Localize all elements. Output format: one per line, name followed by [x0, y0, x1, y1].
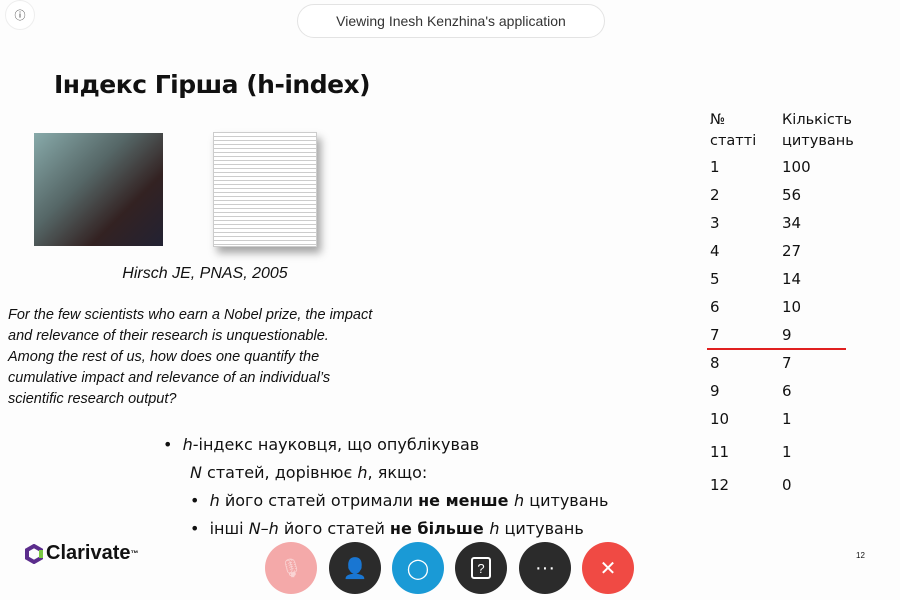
article-number: 11 — [710, 443, 730, 461]
article-number: 10 — [710, 410, 730, 428]
table-header-number: № статті — [710, 112, 757, 149]
clarivate-logo: Clarivate ™ — [25, 542, 139, 565]
article-number: 1 — [710, 158, 720, 176]
participants-icon: 👤 — [342, 557, 368, 580]
quote: For the few scientists who earn a Nobel … — [8, 307, 373, 407]
article-number: 7 — [710, 326, 720, 344]
citation-count: 27 — [782, 242, 802, 260]
viewing-label: Viewing Inesh Kenzhina's application — [336, 13, 566, 29]
citation-count: 34 — [782, 214, 802, 232]
citation-count: 7 — [782, 354, 792, 372]
hirsch-photo — [34, 133, 163, 246]
article-number: 4 — [710, 242, 720, 260]
table-header-citations: Кількість цитувань — [782, 112, 854, 149]
chat-icon: ◯ — [406, 557, 430, 580]
leave-button[interactable]: ✕ — [582, 542, 634, 594]
article-number: 5 — [710, 270, 720, 288]
bullet-1-line-2: N статей, дорівнює h, якщо: — [190, 463, 428, 482]
article-number: 8 — [710, 354, 720, 372]
citation-count: 0 — [782, 476, 792, 494]
h-index-line — [707, 348, 846, 350]
close-icon: ✕ — [599, 557, 617, 580]
slide-title: Індекс Гірша (h-index) — [54, 70, 371, 99]
more-icon: ··· — [535, 556, 555, 579]
sub-bullet-1: • h його статей отримали не менше h циту… — [190, 491, 609, 510]
citation-count: 14 — [782, 270, 802, 288]
more-button[interactable]: ··· — [519, 542, 571, 594]
bullet-1: • h-індекс науковця, що опублікував — [163, 435, 480, 454]
citation-count: 56 — [782, 186, 802, 204]
sub-bullet-2: • інші N–h його статей не більше h цитув… — [190, 519, 584, 538]
article-number: 9 — [710, 382, 720, 400]
chat-button[interactable]: ◯ — [392, 542, 444, 594]
article-number: 6 — [710, 298, 720, 316]
citation-count: 100 — [782, 158, 811, 176]
paper-thumbnail — [213, 132, 317, 247]
citation-count: 9 — [782, 326, 792, 344]
mute-locked-button[interactable]: 🎙 — [265, 542, 317, 594]
clarivate-logo-icon — [25, 543, 43, 564]
participants-button[interactable]: 👤 — [329, 542, 381, 594]
microphone-off-lock-icon: 🎙 — [279, 557, 303, 578]
article-number: 12 — [710, 476, 730, 494]
citation-count: 10 — [782, 298, 802, 316]
citation-count: 6 — [782, 382, 792, 400]
question-icon: ? — [471, 557, 491, 579]
article-number: 2 — [710, 186, 720, 204]
info-icon[interactable]: ⓘ — [5, 0, 35, 30]
citation: Hirsch JE, PNAS, 2005 — [122, 265, 288, 282]
citation-count: 1 — [782, 410, 792, 428]
viewing-banner: Viewing Inesh Kenzhina's application — [297, 4, 605, 38]
citation-count: 1 — [782, 443, 792, 461]
page-number: 12 — [856, 551, 865, 560]
qa-button[interactable]: ? — [455, 542, 507, 594]
article-number: 3 — [710, 214, 720, 232]
